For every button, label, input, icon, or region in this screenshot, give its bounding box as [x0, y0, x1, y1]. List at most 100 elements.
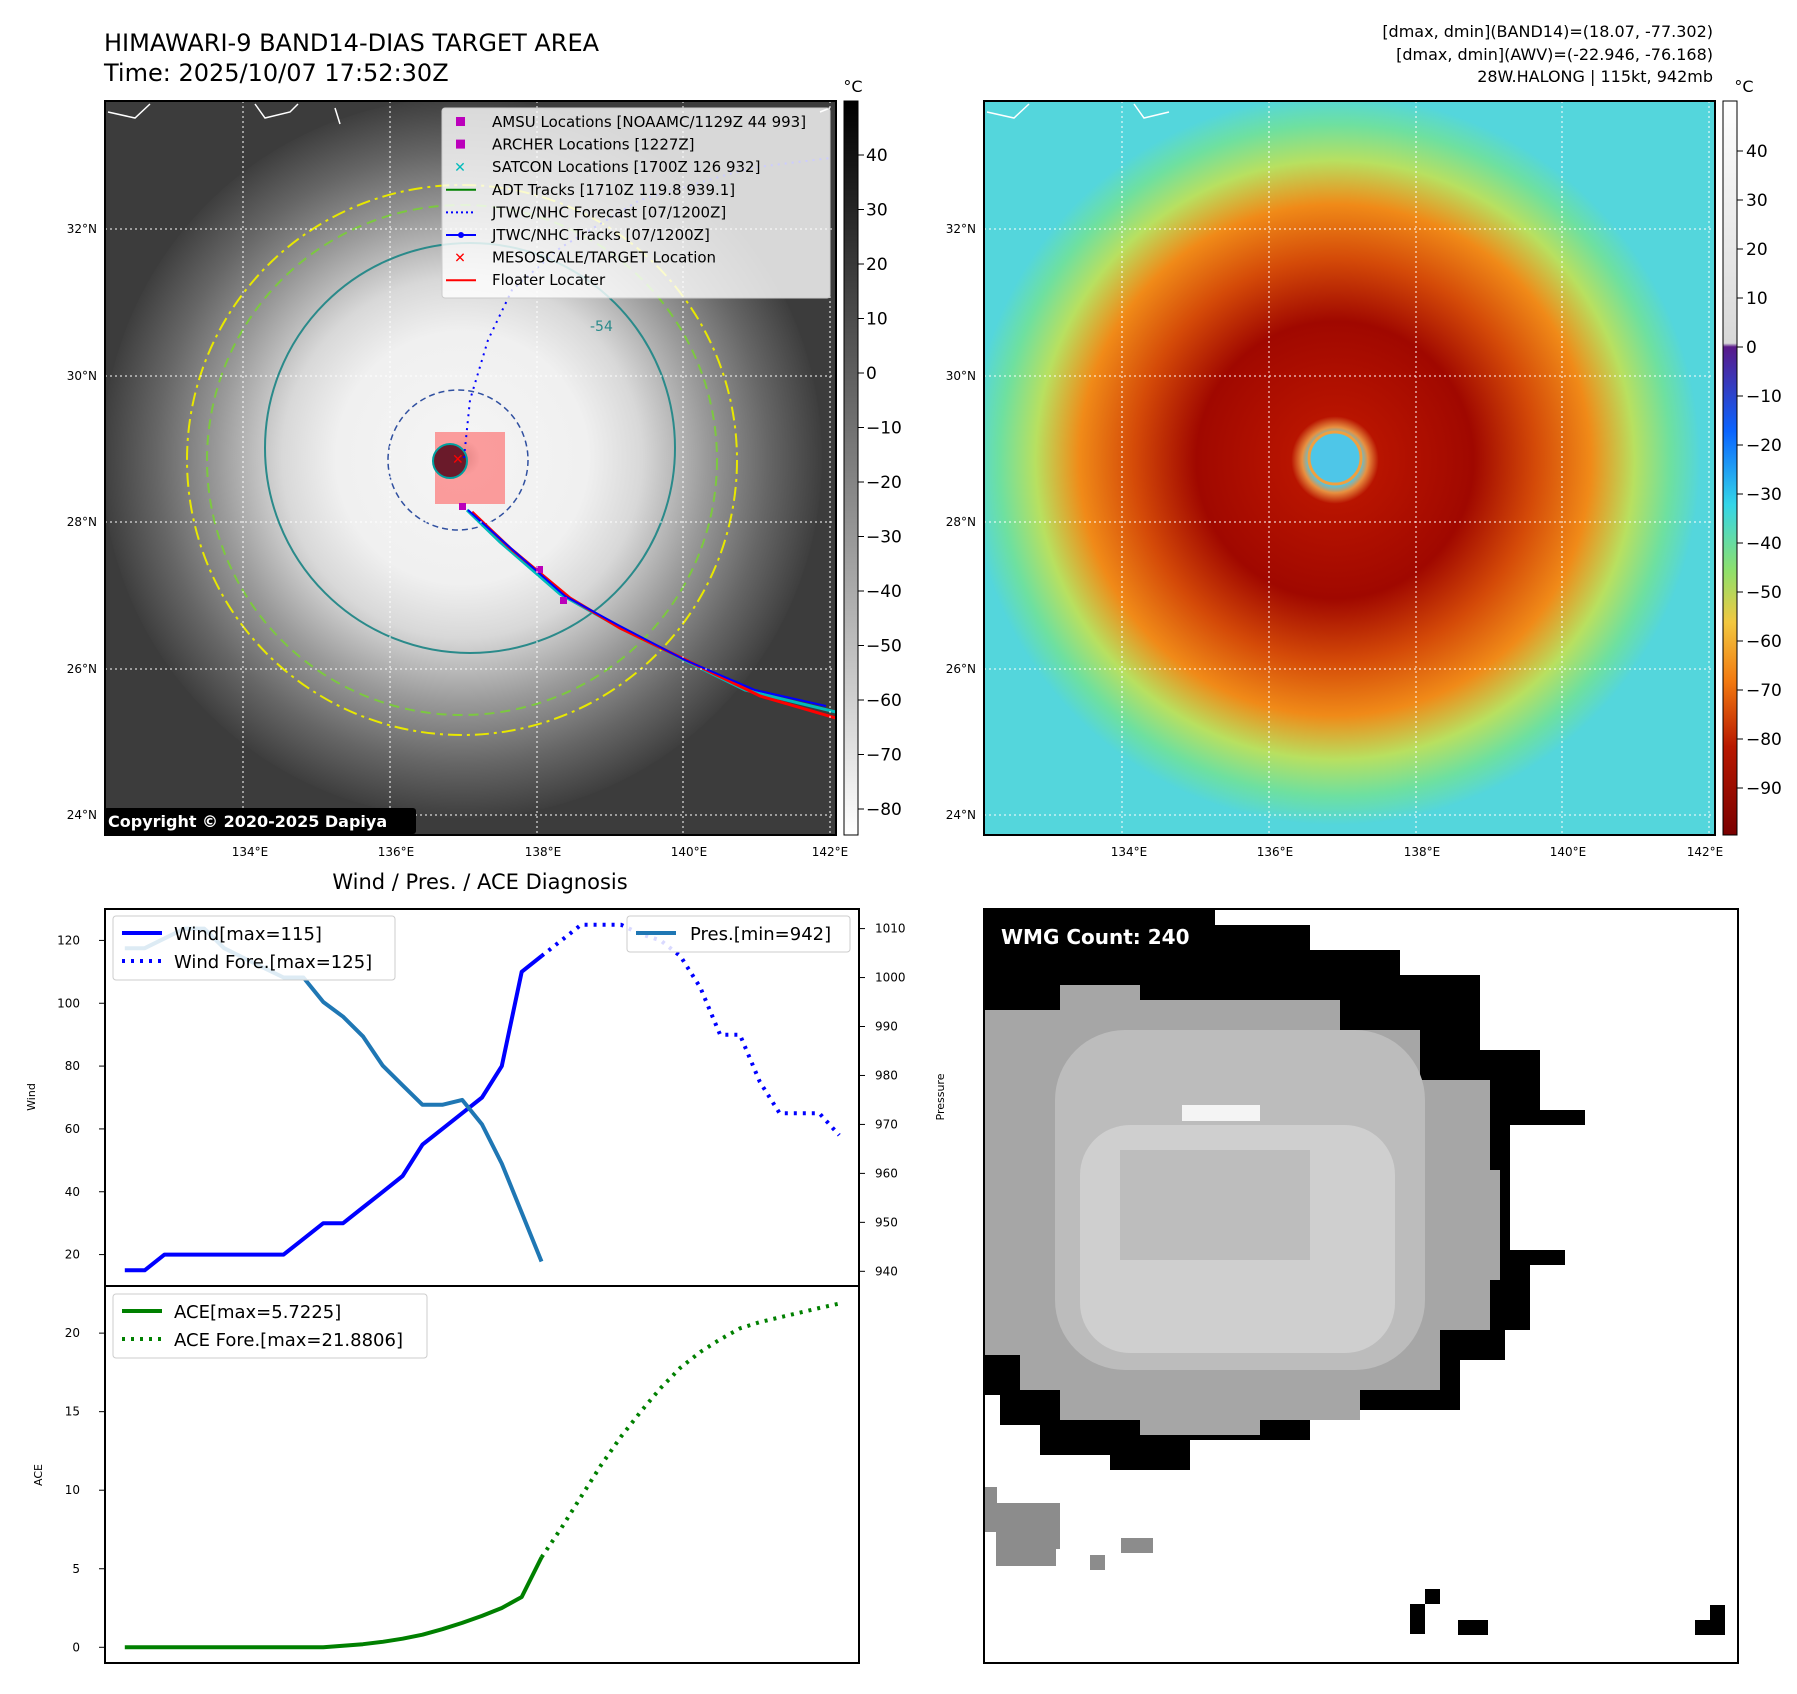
ace-tick-label: 10 — [65, 1483, 80, 1497]
wind-line — [124, 954, 543, 1273]
wmg-isolated-cells — [984, 1487, 1153, 1570]
svg-text:26°N: 26°N — [946, 662, 976, 676]
legend-marker-dot — [458, 232, 464, 238]
color-colorbar-tick-label: −30 — [1746, 485, 1782, 505]
wind-tick-label: 100 — [57, 996, 80, 1010]
pressure-legend: Pres.[min=942] — [626, 915, 851, 953]
wind-tick-label: 60 — [65, 1122, 80, 1136]
legend-label: AMSU Locations [NOAAMC/1129Z 44 993] — [492, 113, 806, 131]
ace-line — [124, 1556, 544, 1650]
figure-time: Time: 2025/10/07 17:52:30Z — [103, 59, 449, 87]
left-map-frame — [104, 100, 837, 836]
legend-label: ARCHER Locations [1227Z] — [492, 136, 695, 154]
gray-colorbar — [843, 100, 859, 836]
svg-text:24°N: 24°N — [946, 808, 976, 822]
svg-text:26°N: 26°N — [67, 662, 97, 676]
amsu-marker — [536, 566, 543, 573]
pressure-tick-label: 1010 — [875, 922, 906, 936]
ace-legend: ACE[max=5.7225] ACE Fore.[max=21.8806] — [112, 1293, 428, 1359]
pressure-tick-label: 950 — [875, 1215, 898, 1229]
color-colorbar-tick-label: −80 — [1746, 730, 1782, 750]
coastline — [986, 103, 1170, 119]
legend-ace: ACE[max=5.7225] — [174, 1302, 341, 1323]
svg-text:30°N: 30°N — [67, 369, 97, 383]
legend-label: ADT Tracks [1710Z 119.8 939.1] — [492, 181, 735, 199]
pressure-tick-label: 960 — [875, 1166, 898, 1180]
color-colorbar-tick-label: −90 — [1746, 779, 1782, 799]
svg-text:30°N: 30°N — [946, 369, 976, 383]
info-storm: 28W.HALONG | 115kt, 942mb — [1477, 67, 1713, 86]
legend-items: AMSU Locations [NOAAMC/1129Z 44 993] ARCH… — [446, 113, 806, 289]
info-band14: [dmax, dmin](BAND14)=(18.07, -77.302) — [1382, 22, 1713, 41]
target-marker: ✕ — [452, 452, 464, 468]
right-lat-labels: 32°N 30°N 28°N 26°N 24°N — [946, 222, 976, 822]
figure-title: HIMAWARI-9 BAND14-DIAS TARGET AREA — [104, 29, 600, 57]
copyright-badge — [104, 808, 416, 834]
wmg-count-label: WMG Count: 240 — [1001, 925, 1190, 949]
ace-forecast-line — [539, 1301, 840, 1559]
color-colorbar-tick-label: 20 — [1746, 240, 1768, 260]
wmg-warm-cell — [1182, 1105, 1260, 1121]
right-lon-labels: 134°E 136°E 138°E 140°E 142°E — [1111, 845, 1724, 859]
gray-colorbar-tick-label: 0 — [866, 364, 877, 384]
svg-text:134°E: 134°E — [1111, 845, 1148, 859]
color-colorbar-ticks: 40 30 20 10 0 −10 −20 −30 −40 −50 −60 −70 −80 −90 — [1737, 142, 1782, 799]
ace-tick-label: 20 — [65, 1326, 80, 1340]
amsu-marker — [459, 503, 466, 510]
eye-contour — [432, 443, 468, 479]
legend-marker-x: ✕ — [454, 160, 466, 176]
left-lon-labels: 134°E 136°E 138°E 140°E 142°E — [232, 845, 849, 859]
svg-text:140°E: 140°E — [671, 845, 708, 859]
legend-marker-x: ✕ — [454, 251, 466, 267]
legend-wind: Wind[max=115] — [174, 924, 322, 945]
legend-ace-fore: ACE Fore.[max=21.8806] — [174, 1330, 403, 1351]
right-map-frame — [983, 100, 1716, 836]
color-colorbar-tick-label: 40 — [1746, 142, 1768, 162]
pressure-ticks: 1010 1000 990 980 970 960 950 940 — [859, 922, 906, 1278]
ir-color-map: 32°N 30°N 28°N 26°N 24°N 134°E 136°E 138… — [946, 77, 1782, 859]
legend-label: Floater Locater — [492, 271, 606, 289]
color-colorbar — [1722, 100, 1738, 836]
map-gridlines — [984, 101, 1715, 835]
wmg-inner-shade — [1120, 1150, 1310, 1260]
legend-marker-square — [456, 139, 465, 149]
legend-label: JTWC/NHC Tracks [07/1200Z] — [491, 226, 710, 244]
gray-colorbar-tick-label: −30 — [866, 528, 902, 548]
pressure-tick-label: 980 — [875, 1068, 898, 1082]
left-lat-labels: 32°N 30°N 28°N 26°N 24°N — [67, 222, 97, 822]
color-colorbar-tick-label: 0 — [1746, 338, 1757, 358]
map-legend: AMSU Locations [NOAAMC/1129Z 44 993] ARCH… — [441, 107, 831, 299]
diagnosis-title: Wind / Pres. / ACE Diagnosis — [332, 870, 627, 894]
wind-tick-label: 120 — [57, 933, 80, 947]
color-colorbar-tick-label: −60 — [1746, 632, 1782, 652]
svg-text:142°E: 142°E — [812, 845, 849, 859]
gray-colorbar-tick-label: 40 — [866, 146, 888, 166]
ace-tick-label: 0 — [72, 1640, 80, 1654]
ace-axis-label: ACE — [32, 1464, 45, 1486]
gray-colorbar-tick-label: −10 — [866, 419, 902, 439]
wmg-black-cells — [1410, 1589, 1725, 1635]
ace-tick-label: 5 — [72, 1562, 80, 1576]
storm-eye — [1307, 430, 1363, 486]
legend-wind-fore: Wind Fore.[max=125] — [174, 952, 372, 973]
color-colorbar-unit: °C — [1734, 77, 1753, 96]
wind-tick-label: 40 — [65, 1185, 80, 1199]
pressure-axis-label: Pressure — [934, 1073, 947, 1120]
gray-colorbar-tick-label: −20 — [866, 473, 902, 493]
gray-colorbar-tick-label: −50 — [866, 637, 902, 657]
gray-colorbar-tick-label: −70 — [866, 746, 902, 766]
ace-tick-label: 15 — [65, 1405, 80, 1419]
gray-colorbar-tick-label: −60 — [866, 691, 902, 711]
gray-colorbar-tick-label: −80 — [866, 800, 902, 820]
coastline — [107, 103, 831, 125]
svg-text:140°E: 140°E — [1550, 845, 1587, 859]
contour-inner — [387, 389, 529, 531]
svg-text:142°E: 142°E — [1687, 845, 1724, 859]
svg-text:136°E: 136°E — [378, 845, 415, 859]
gray-colorbar-unit: °C — [843, 77, 862, 96]
color-colorbar-tick-label: −50 — [1746, 583, 1782, 603]
svg-text:134°E: 134°E — [232, 845, 269, 859]
pressure-tick-label: 1000 — [875, 971, 906, 985]
svg-text:138°E: 138°E — [525, 845, 562, 859]
